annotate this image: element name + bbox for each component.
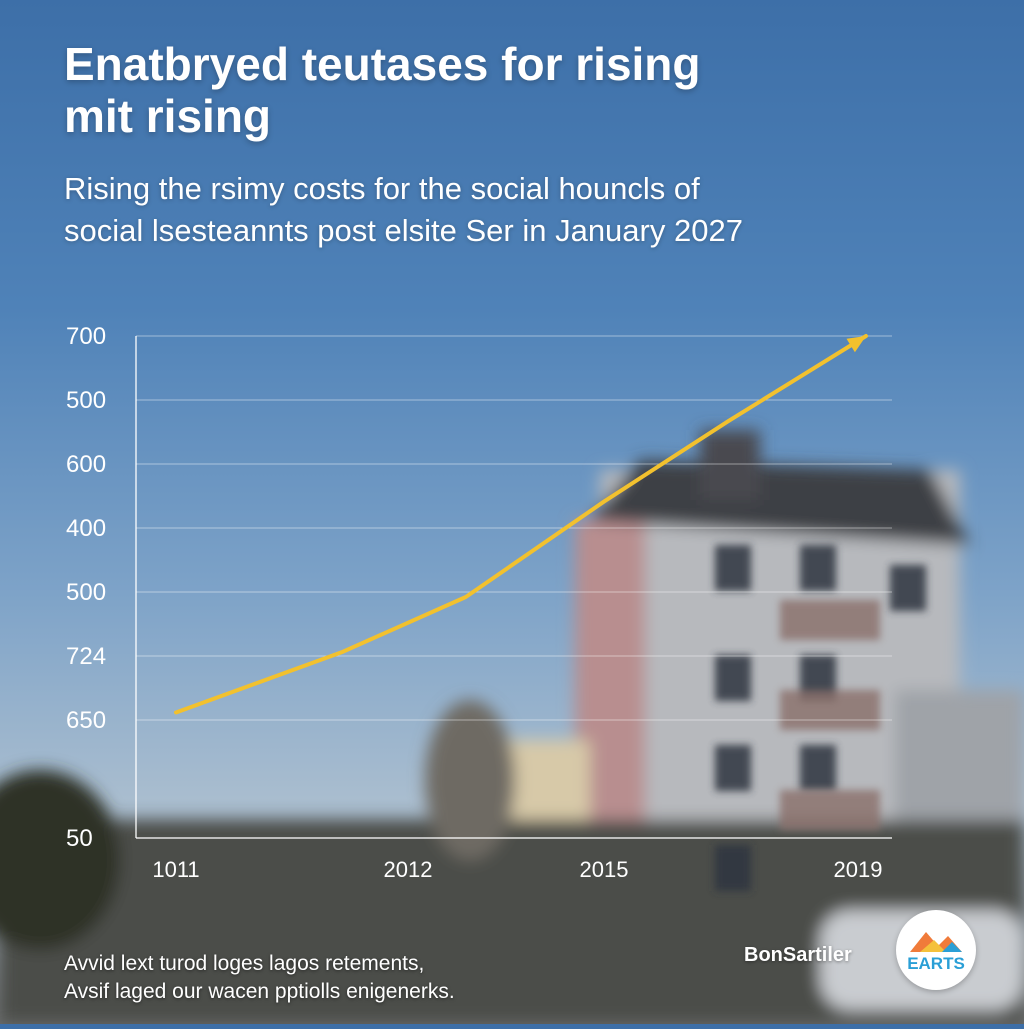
x-axis-ticks: 1011 2012 2015 2019 bbox=[152, 857, 882, 882]
y-axis-ticks: 700 500 600 400 500 724 650 50 bbox=[66, 323, 106, 852]
chart-axes bbox=[135, 336, 892, 839]
y-tick-label: 724 bbox=[66, 643, 106, 670]
series-arrowhead bbox=[846, 336, 866, 353]
brand-name: BonSartiler bbox=[744, 944, 852, 966]
series-line bbox=[174, 334, 868, 715]
chart-grid bbox=[136, 335, 892, 721]
y-tick-label: 500 bbox=[66, 579, 106, 606]
data-point bbox=[174, 711, 178, 714]
x-tick-label: 2019 bbox=[834, 857, 883, 882]
brand-badge-text: EARTS bbox=[907, 954, 965, 973]
data-point bbox=[340, 650, 344, 654]
x-tick-label: 1011 bbox=[152, 857, 199, 882]
chart-series bbox=[174, 334, 868, 715]
chart-subtitle: Rising the rsimy costs for the social ho… bbox=[64, 168, 964, 252]
y-tick-label: 600 bbox=[66, 451, 106, 478]
x-tick-label: 2012 bbox=[384, 857, 433, 882]
chart-subtitle-line-1: Rising the rsimy costs for the social ho… bbox=[64, 171, 700, 206]
mountain-logo-icon bbox=[910, 932, 962, 952]
y-tick-label: 400 bbox=[66, 515, 106, 542]
footnote-line-2: Avsif laged our wacen pptiolls enigenerk… bbox=[64, 980, 455, 1003]
y-tick-label: 650 bbox=[66, 707, 106, 734]
footnote: Avvid lext turod loges lagos retements, … bbox=[64, 950, 455, 1006]
brand-logo-badge: EARTS bbox=[896, 910, 976, 990]
data-point bbox=[602, 500, 606, 504]
y-tick-label: 50 bbox=[66, 825, 93, 852]
y-tick-label: 500 bbox=[66, 387, 106, 414]
x-tick-label: 2015 bbox=[580, 857, 629, 882]
data-point bbox=[726, 419, 730, 423]
chart-title-line-1: Enatbryed teutases for rising bbox=[64, 38, 701, 90]
footnote-line-1: Avvid lext turod loges lagos retements, bbox=[64, 952, 425, 975]
chart-subtitle-line-2: social lsesteannts post elsite Ser in Ja… bbox=[64, 213, 743, 248]
y-tick-label: 700 bbox=[66, 323, 106, 350]
chart-title: Enatbryed teutases for rising mit rising bbox=[64, 38, 964, 142]
data-point bbox=[464, 595, 468, 599]
chart-title-line-2: mit rising bbox=[64, 90, 272, 142]
